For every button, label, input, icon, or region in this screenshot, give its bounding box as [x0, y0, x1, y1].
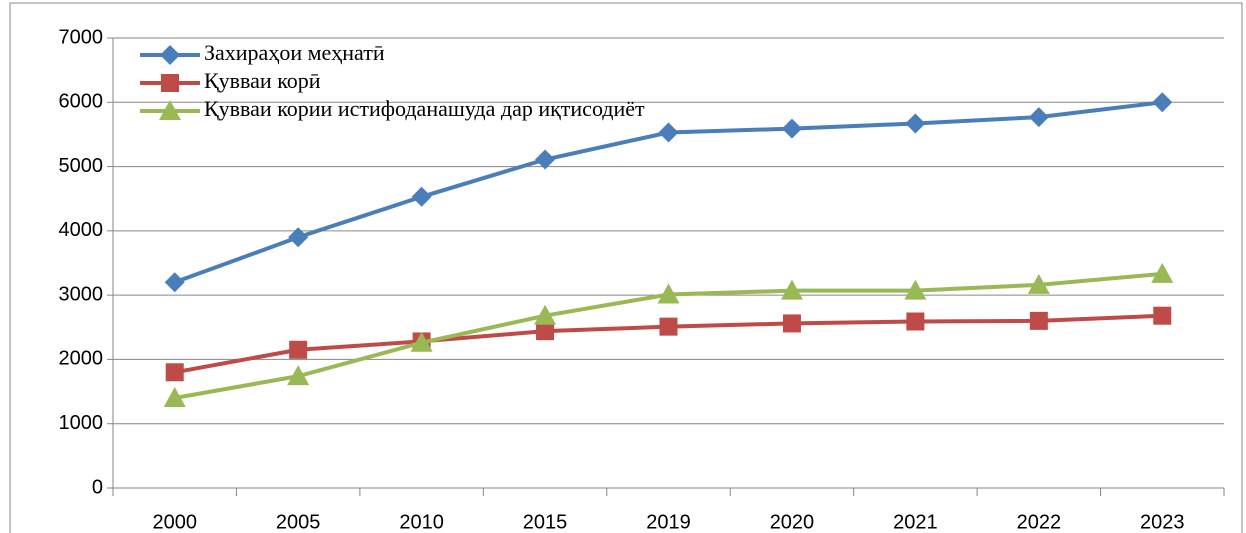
- legend-label: Захираҳои меҳнатӣ: [204, 40, 385, 65]
- x-tick-label: 2020: [770, 511, 815, 533]
- marker: [781, 118, 802, 139]
- marker: [659, 317, 678, 336]
- marker: [411, 186, 432, 207]
- marker: [164, 272, 185, 293]
- x-tick-label: 2015: [523, 511, 568, 533]
- marker: [1029, 311, 1048, 330]
- marker: [657, 283, 680, 304]
- y-tick-label: 7000: [59, 26, 104, 48]
- marker: [1027, 273, 1050, 294]
- x-tick-label: 2005: [276, 511, 321, 533]
- marker: [658, 122, 679, 143]
- marker: [287, 365, 310, 386]
- chart-frame: [9, 2, 1243, 533]
- marker: [904, 279, 927, 300]
- y-tick-label: 6000: [59, 91, 104, 113]
- marker: [160, 45, 180, 65]
- marker: [782, 314, 801, 333]
- marker: [1151, 262, 1174, 283]
- marker: [536, 322, 555, 341]
- marker: [535, 149, 556, 170]
- marker: [163, 387, 186, 407]
- legend-label: Қувваи кории истифоданашуда дар иқтисоди…: [204, 96, 645, 121]
- x-tick-label: 2019: [646, 511, 691, 533]
- x-tick-label: 2022: [1017, 511, 1062, 533]
- marker: [534, 304, 557, 325]
- marker: [161, 74, 179, 92]
- marker: [906, 312, 925, 331]
- marker: [1153, 306, 1172, 325]
- marker: [780, 279, 803, 300]
- y-tick-label: 4000: [59, 219, 104, 241]
- y-tick-label: 1000: [59, 412, 104, 434]
- y-tick-label: 5000: [59, 155, 104, 177]
- x-tick-label: 2021: [893, 511, 938, 533]
- marker: [165, 363, 184, 382]
- x-tick-label: 2000: [152, 511, 197, 533]
- y-tick-label: 2000: [59, 348, 104, 370]
- marker: [289, 340, 308, 359]
- marker: [288, 227, 309, 248]
- marker: [905, 113, 926, 134]
- y-tick-label: 0: [92, 476, 103, 498]
- marker: [1028, 107, 1049, 128]
- x-tick-label: 2023: [1140, 511, 1185, 533]
- marker: [1152, 92, 1173, 113]
- legend-label: Қувваи корӣ: [204, 68, 321, 93]
- marker: [159, 100, 181, 120]
- y-tick-label: 3000: [59, 283, 104, 305]
- x-tick-label: 2010: [399, 511, 444, 533]
- marker: [410, 331, 433, 352]
